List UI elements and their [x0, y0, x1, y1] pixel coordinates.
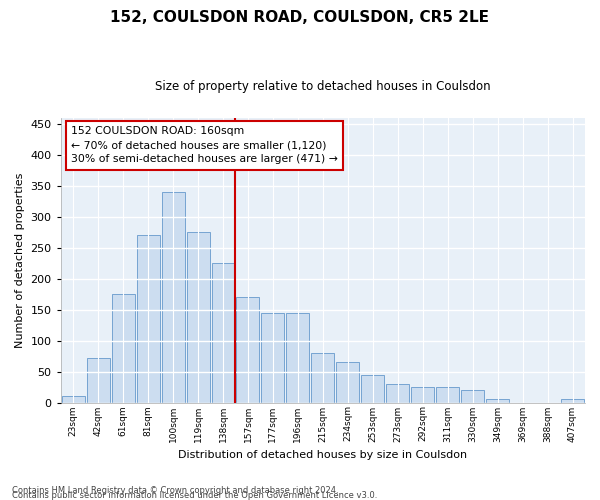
Bar — [361, 374, 384, 402]
Bar — [112, 294, 134, 403]
Bar — [311, 353, 334, 403]
Bar — [561, 400, 584, 402]
X-axis label: Distribution of detached houses by size in Coulsdon: Distribution of detached houses by size … — [178, 450, 467, 460]
Bar — [386, 384, 409, 402]
Bar — [187, 232, 209, 402]
Bar — [86, 358, 110, 403]
Title: Size of property relative to detached houses in Coulsdon: Size of property relative to detached ho… — [155, 80, 491, 93]
Bar — [461, 390, 484, 402]
Text: Contains HM Land Registry data © Crown copyright and database right 2024.: Contains HM Land Registry data © Crown c… — [12, 486, 338, 495]
Bar — [262, 313, 284, 402]
Bar — [411, 387, 434, 402]
Bar — [212, 263, 235, 402]
Bar — [62, 396, 85, 402]
Bar — [137, 236, 160, 402]
Bar — [161, 192, 185, 402]
Y-axis label: Number of detached properties: Number of detached properties — [15, 172, 25, 348]
Bar — [337, 362, 359, 403]
Bar — [236, 298, 259, 403]
Text: Contains public sector information licensed under the Open Government Licence v3: Contains public sector information licen… — [12, 491, 377, 500]
Bar — [486, 400, 509, 402]
Bar — [286, 313, 310, 402]
Text: 152, COULSDON ROAD, COULSDON, CR5 2LE: 152, COULSDON ROAD, COULSDON, CR5 2LE — [110, 10, 490, 25]
Bar — [436, 387, 459, 402]
Text: 152 COULSDON ROAD: 160sqm
← 70% of detached houses are smaller (1,120)
30% of se: 152 COULSDON ROAD: 160sqm ← 70% of detac… — [71, 126, 338, 164]
